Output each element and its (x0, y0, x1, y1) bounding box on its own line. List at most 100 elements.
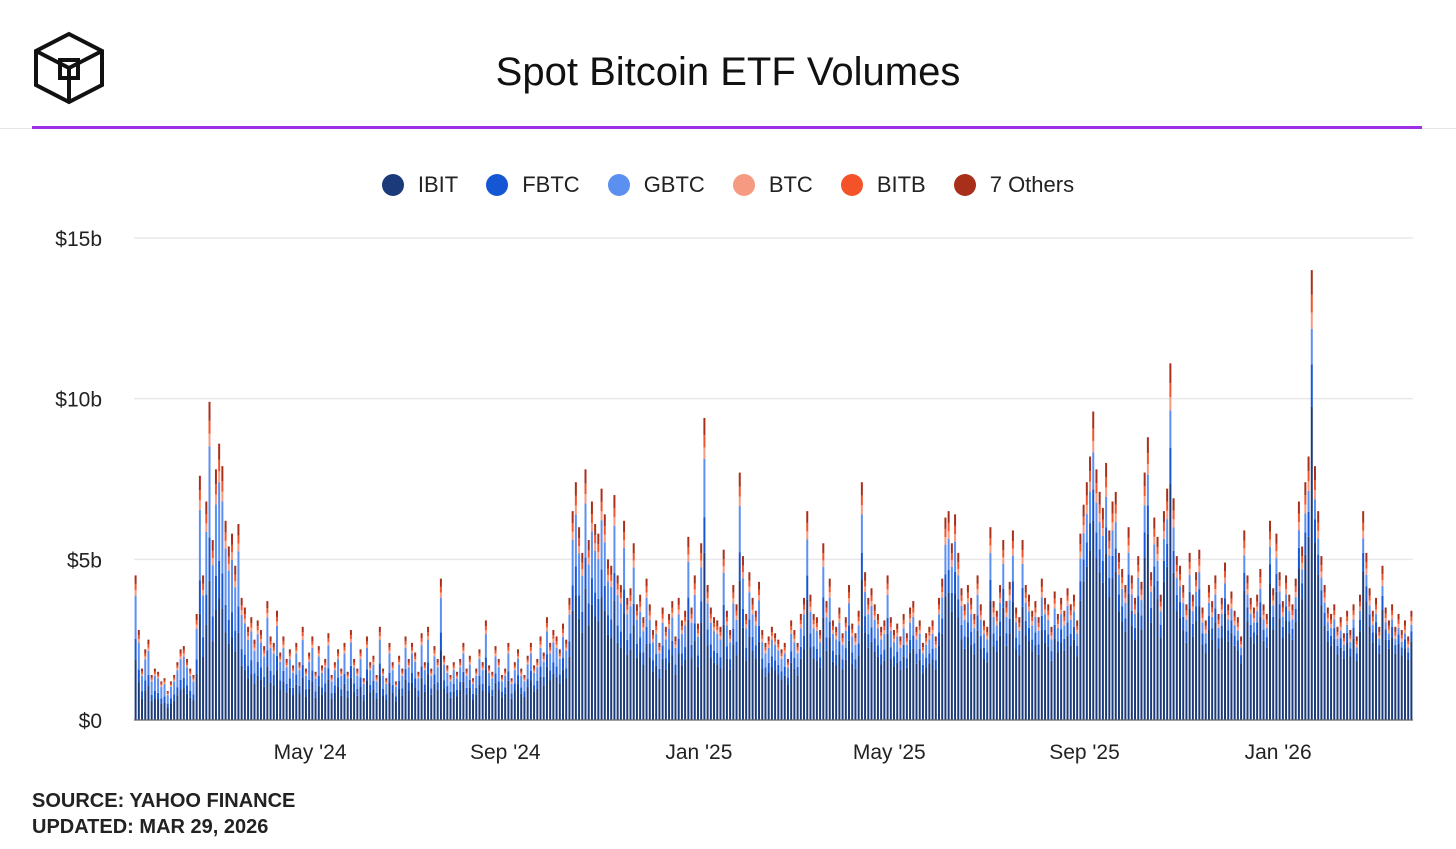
bar-segment (1352, 638, 1355, 720)
bar-segment (346, 676, 349, 679)
bar-segment (1072, 611, 1075, 627)
bar-segment (713, 662, 716, 720)
bar-stack (902, 613, 905, 720)
bar-segment (1098, 513, 1101, 523)
bar-segment (211, 558, 214, 566)
bar-segment (568, 597, 571, 605)
bar-segment (1397, 643, 1400, 720)
bar-segment (1394, 635, 1397, 639)
bar-segment (584, 588, 587, 720)
bar-segment (198, 490, 201, 501)
bar-segment (838, 607, 841, 614)
bar-segment (597, 544, 600, 552)
bar-segment (803, 609, 806, 615)
bar-segment (1330, 645, 1333, 720)
bar-stack (259, 630, 262, 720)
bar-segment (578, 618, 581, 720)
bar-segment (1034, 601, 1037, 608)
bar-segment (211, 565, 214, 617)
bar-segment (902, 656, 905, 720)
bar-segment (1024, 620, 1027, 636)
bar-segment (1040, 615, 1043, 631)
bar-segment (786, 662, 789, 665)
bar-segment (439, 650, 442, 720)
bar-segment (1146, 452, 1149, 465)
bar-stack (533, 665, 536, 720)
bar-stack (815, 617, 818, 720)
bar-segment (584, 557, 587, 589)
bar-segment (921, 653, 924, 665)
bar-segment (902, 624, 905, 629)
bar-segment (873, 610, 876, 616)
legend-item[interactable]: BTC (732, 172, 813, 198)
bar-segment (703, 458, 706, 518)
legend-item[interactable]: FBTC (486, 172, 580, 198)
bar-segment (1085, 542, 1088, 567)
bar-stack (786, 658, 789, 720)
bar-segment (844, 648, 847, 660)
bar-stack (883, 620, 886, 720)
legend-item[interactable]: IBIT (381, 172, 458, 198)
bar-segment (1101, 528, 1104, 536)
legend-label: BITB (876, 172, 926, 197)
legend-swatch (381, 174, 404, 196)
bar-segment (231, 544, 234, 553)
bar-segment (1105, 477, 1108, 488)
bar-segment (144, 649, 147, 654)
bar-segment (899, 636, 902, 642)
bar-segment (362, 684, 365, 695)
bar-segment (1182, 602, 1185, 617)
bar-segment (989, 545, 992, 553)
bar-segment (619, 585, 622, 593)
bar-segment (973, 643, 976, 655)
bar-segment (398, 689, 401, 720)
bar-segment (186, 662, 189, 666)
bar-stack (931, 620, 934, 720)
bar-segment (549, 653, 552, 671)
bar-segment (288, 649, 291, 654)
bar-stack (173, 675, 176, 720)
bar-segment (208, 580, 211, 720)
bar-segment (828, 597, 831, 622)
bar-segment (1166, 519, 1169, 544)
legend-label: BTC (768, 172, 813, 197)
bar-segment (1368, 595, 1371, 601)
bar-segment (1256, 594, 1259, 602)
bar-segment (1362, 571, 1365, 720)
bar-segment (999, 621, 1002, 636)
bar-segment (652, 642, 654, 661)
bar-segment (1069, 615, 1072, 620)
bar-segment (1031, 625, 1034, 640)
bar-segment (353, 667, 356, 684)
bar-segment (626, 609, 629, 615)
bar-stack (1127, 527, 1130, 720)
bar-segment (500, 679, 503, 682)
bar-segment (735, 604, 738, 611)
bar-segment (240, 605, 243, 611)
bar-stack (536, 658, 539, 720)
bar-segment (1188, 562, 1191, 569)
bar-segment (979, 648, 982, 720)
bar-segment (745, 613, 748, 620)
bar-segment (192, 679, 195, 682)
legend-item[interactable]: GBTC (607, 172, 705, 198)
legend-item[interactable]: BITB (840, 172, 926, 198)
legend-item[interactable]: 7 Others (953, 172, 1074, 198)
bar-segment (754, 625, 757, 646)
bar-stack (407, 658, 410, 720)
bar-stack (1224, 562, 1226, 720)
bar-segment (1204, 653, 1207, 720)
bar-segment (825, 607, 828, 613)
bar-segment (388, 672, 391, 684)
bar-segment (1262, 604, 1265, 611)
bar-segment (272, 685, 275, 720)
bar-segment (1166, 488, 1169, 502)
bar-segment (1358, 619, 1361, 632)
bar-segment (1358, 594, 1361, 602)
bar-segment (690, 613, 693, 619)
bar-segment (841, 638, 844, 642)
bar-stack (960, 588, 963, 720)
bar-segment (626, 604, 629, 610)
bar-segment (144, 690, 147, 720)
bar-segment (160, 683, 163, 686)
